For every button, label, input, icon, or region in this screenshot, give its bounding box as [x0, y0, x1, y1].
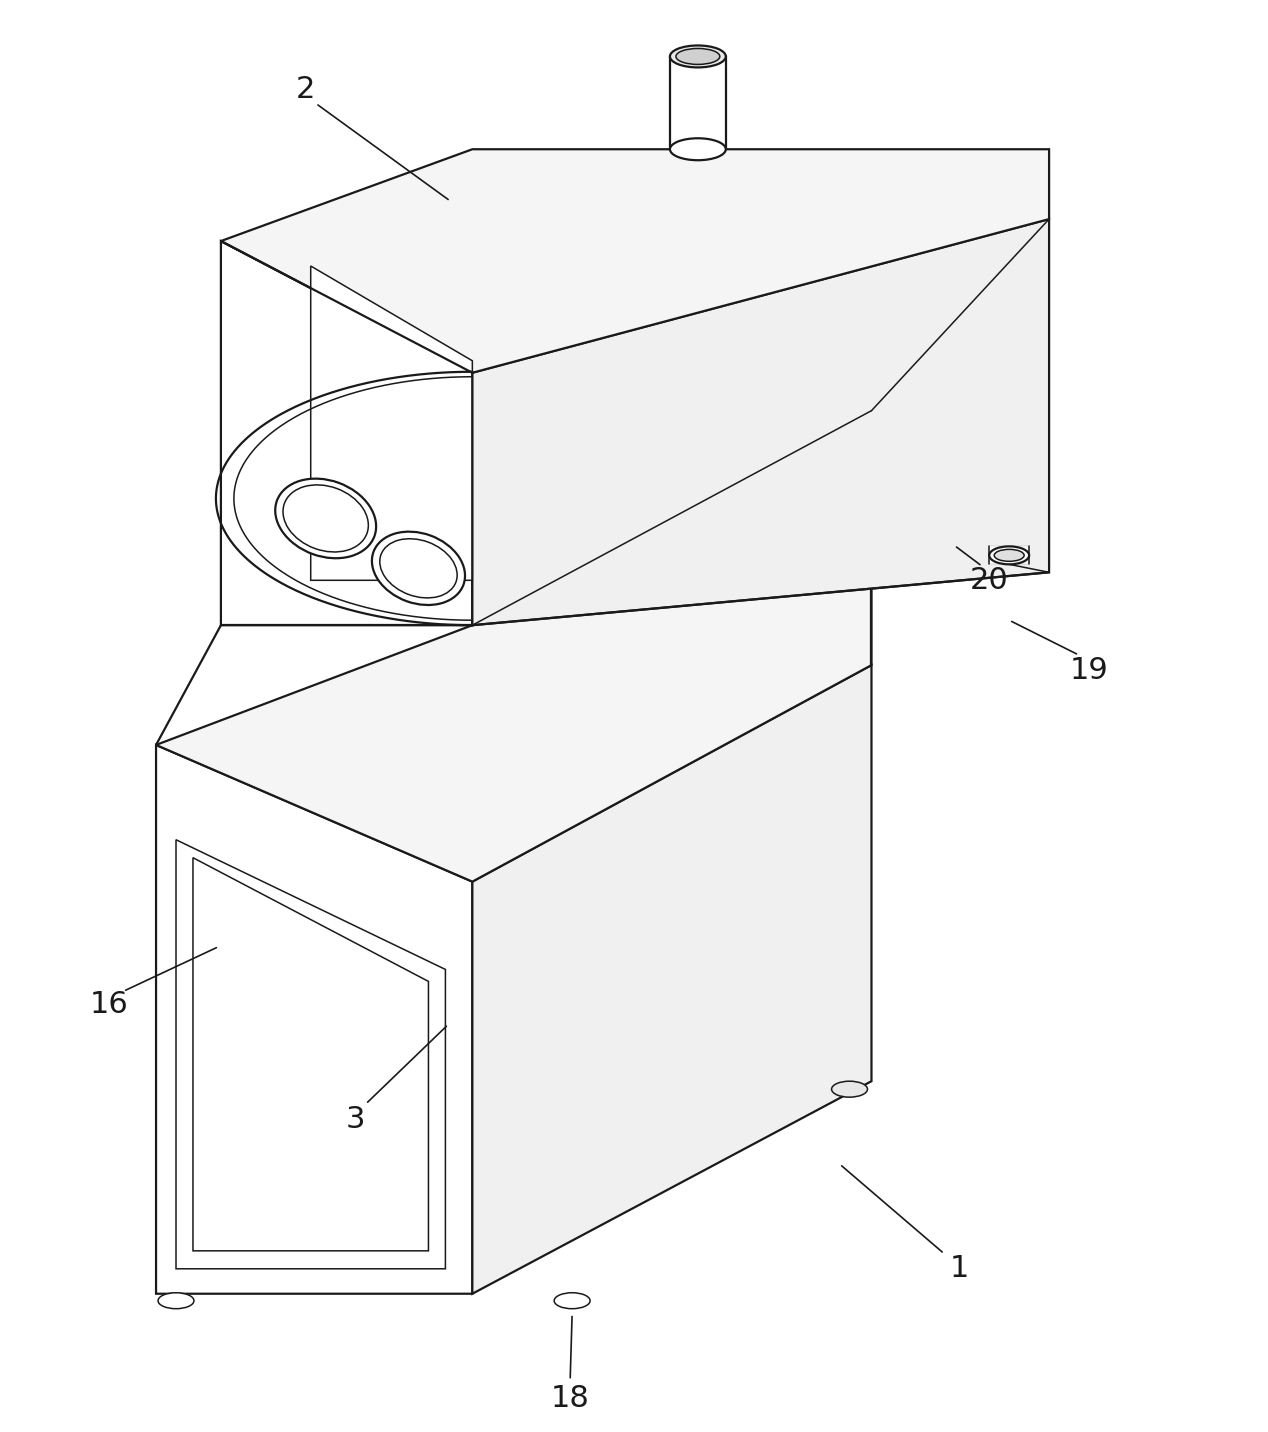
Polygon shape [670, 56, 725, 149]
Ellipse shape [283, 485, 368, 551]
Polygon shape [176, 839, 445, 1269]
Text: 3: 3 [346, 1104, 365, 1134]
Ellipse shape [670, 139, 725, 160]
Polygon shape [473, 219, 1049, 626]
Ellipse shape [554, 1293, 590, 1309]
Ellipse shape [989, 547, 1030, 564]
Ellipse shape [832, 1081, 867, 1097]
Text: 1: 1 [950, 1254, 969, 1283]
Ellipse shape [275, 478, 377, 558]
Ellipse shape [994, 550, 1025, 561]
Ellipse shape [372, 531, 465, 604]
Ellipse shape [670, 46, 725, 67]
Text: 16: 16 [90, 990, 128, 1018]
Polygon shape [221, 241, 473, 626]
Polygon shape [221, 149, 1049, 372]
Ellipse shape [676, 49, 720, 64]
Text: 19: 19 [1070, 656, 1108, 684]
Polygon shape [311, 266, 473, 580]
Polygon shape [156, 411, 871, 882]
Text: 2: 2 [295, 74, 316, 105]
Text: 20: 20 [970, 566, 1008, 594]
Polygon shape [473, 664, 871, 1293]
Ellipse shape [158, 1293, 194, 1309]
Polygon shape [193, 858, 429, 1250]
Polygon shape [989, 547, 1030, 564]
Ellipse shape [380, 538, 458, 599]
Text: 18: 18 [550, 1383, 590, 1413]
Polygon shape [156, 745, 473, 1293]
